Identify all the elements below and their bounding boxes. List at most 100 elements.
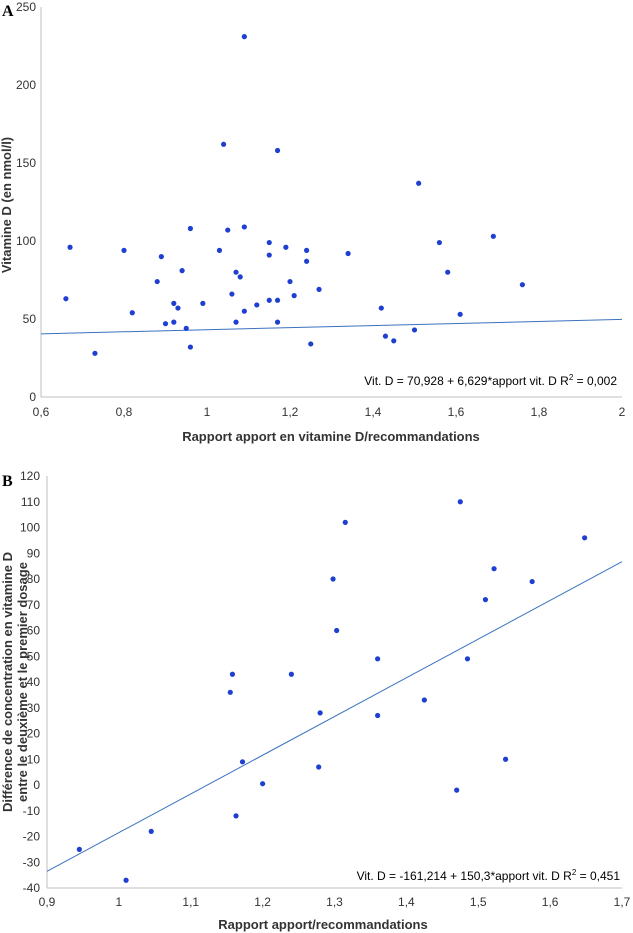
panel-a-equation-main: Vit. D = 70,928 + 6,629*apport vit. D R [364, 374, 569, 388]
x-tick-label: 1,4 [398, 895, 415, 909]
x-tick-label: 1,1 [182, 895, 199, 909]
scatter-point [437, 240, 442, 245]
x-tick-label: 1 [204, 405, 211, 419]
panel-a-y-ticks: 050100150200250 [16, 0, 36, 404]
scatter-point [130, 310, 135, 315]
panel-a-equation-tail: = 0,002 [573, 374, 617, 388]
scatter-point [316, 287, 321, 292]
scatter-point [503, 757, 508, 762]
scatter-point [375, 656, 380, 661]
scatter-point [383, 334, 388, 339]
panel-a-x-ticks: 0,6 0,8 1 1,2 1,4 1,6 1,8 2 [33, 405, 626, 419]
scatter-point [242, 309, 247, 314]
x-tick-label: 1,2 [282, 405, 299, 419]
scatter-point [175, 305, 180, 310]
y-tick-label: 200 [16, 78, 36, 92]
scatter-point [454, 788, 459, 793]
x-tick-label: 1,8 [531, 405, 548, 419]
y-tick-label: -10 [23, 804, 41, 818]
scatter-point [238, 274, 243, 279]
scatter-point [267, 252, 272, 257]
scatter-point [530, 579, 535, 584]
scatter-point [233, 813, 238, 818]
scatter-point [275, 320, 280, 325]
scatter-point [217, 248, 222, 253]
x-tick-label: 1,4 [365, 405, 382, 419]
y-tick-label: -30 [23, 855, 41, 869]
scatter-point [228, 690, 233, 695]
scatter-point [483, 597, 488, 602]
scatter-point [149, 829, 154, 834]
scatter-point [229, 291, 234, 296]
scatter-point [416, 181, 421, 186]
y-tick-label: 0 [33, 778, 40, 792]
scatter-point [491, 234, 496, 239]
scatter-point [254, 302, 259, 307]
x-tick-label: 1,6 [448, 405, 465, 419]
scatter-point [445, 270, 450, 275]
x-tick-label: 2 [619, 405, 626, 419]
y-tick-label: -40 [23, 881, 41, 895]
scatter-point [330, 576, 335, 581]
y-tick-label: 120 [20, 469, 40, 483]
x-tick-label: 0,9 [39, 895, 56, 909]
scatter-point [283, 245, 288, 250]
scatter-point [121, 248, 126, 253]
scatter-point [180, 268, 185, 273]
scatter-point [422, 697, 427, 702]
scatter-point [334, 628, 339, 633]
scatter-point [465, 656, 470, 661]
scatter-point [412, 327, 417, 332]
scatter-point [163, 321, 168, 326]
y-tick-label: 110 [21, 495, 40, 509]
scatter-point [240, 759, 245, 764]
scatter-point [242, 224, 247, 229]
panel-b: B -40 -30 -20 -10 0 10 20 30 40 50 60 70 80 90 100 110 1… [0, 469, 631, 932]
figure: A 050100150200250 0,6 0,8 1 1,2 1,4 1,6 1,8 2 V… [0, 0, 633, 933]
scatter-point [287, 279, 292, 284]
y-tick-label: 50 [23, 312, 37, 326]
x-tick-label: 0,8 [116, 405, 133, 419]
x-tick-label: 1 [116, 895, 123, 909]
scatter-point [304, 248, 309, 253]
scatter-point [67, 245, 72, 250]
scatter-point [63, 296, 68, 301]
scatter-point [379, 305, 384, 310]
scatter-point [221, 142, 226, 147]
scatter-point [171, 301, 176, 306]
panel-b-y-axis-title-line2: entre le deuxième et le premier dosage [15, 562, 30, 802]
panel-a-trendline [41, 319, 622, 333]
panel-a-points [63, 34, 525, 356]
panel-b-x-axis-title: Rapport apport/recommandations [218, 917, 427, 932]
scatter-point [225, 227, 230, 232]
y-tick-label: 90 [27, 546, 41, 560]
panel-a-label: A [2, 3, 14, 20]
panel-a-equation: Vit. D = 70,928 + 6,629*apport vit. D R2… [364, 373, 617, 388]
x-tick-label: 1,3 [326, 895, 343, 909]
y-tick-label: -20 [23, 830, 41, 844]
scatter-point [491, 566, 496, 571]
scatter-point [260, 781, 265, 786]
scatter-point [267, 298, 272, 303]
panel-b-x-ticks: 0,9 1 1,1 1,2 1,3 1,4 1,5 1,6 1,7 [39, 895, 631, 909]
scatter-point [233, 270, 238, 275]
scatter-point [391, 338, 396, 343]
scatter-point [188, 344, 193, 349]
scatter-point [233, 320, 238, 325]
panel-b-label: B [2, 473, 13, 490]
scatter-point [267, 240, 272, 245]
y-tick-label: 100 [20, 521, 40, 535]
y-tick-label: 250 [16, 0, 36, 14]
scatter-point [155, 279, 160, 284]
x-tick-label: 1,7 [614, 895, 631, 909]
scatter-point [520, 282, 525, 287]
scatter-point [159, 254, 164, 259]
scatter-point [343, 520, 348, 525]
panel-a-y-axis-title: Vitamine D (en nmol/l) [0, 137, 14, 273]
panel-b-points [77, 499, 587, 883]
x-tick-label: 1,6 [542, 895, 559, 909]
x-tick-label: 0,6 [33, 405, 50, 419]
scatter-point [123, 878, 128, 883]
scatter-point [316, 764, 321, 769]
scatter-point [188, 226, 193, 231]
